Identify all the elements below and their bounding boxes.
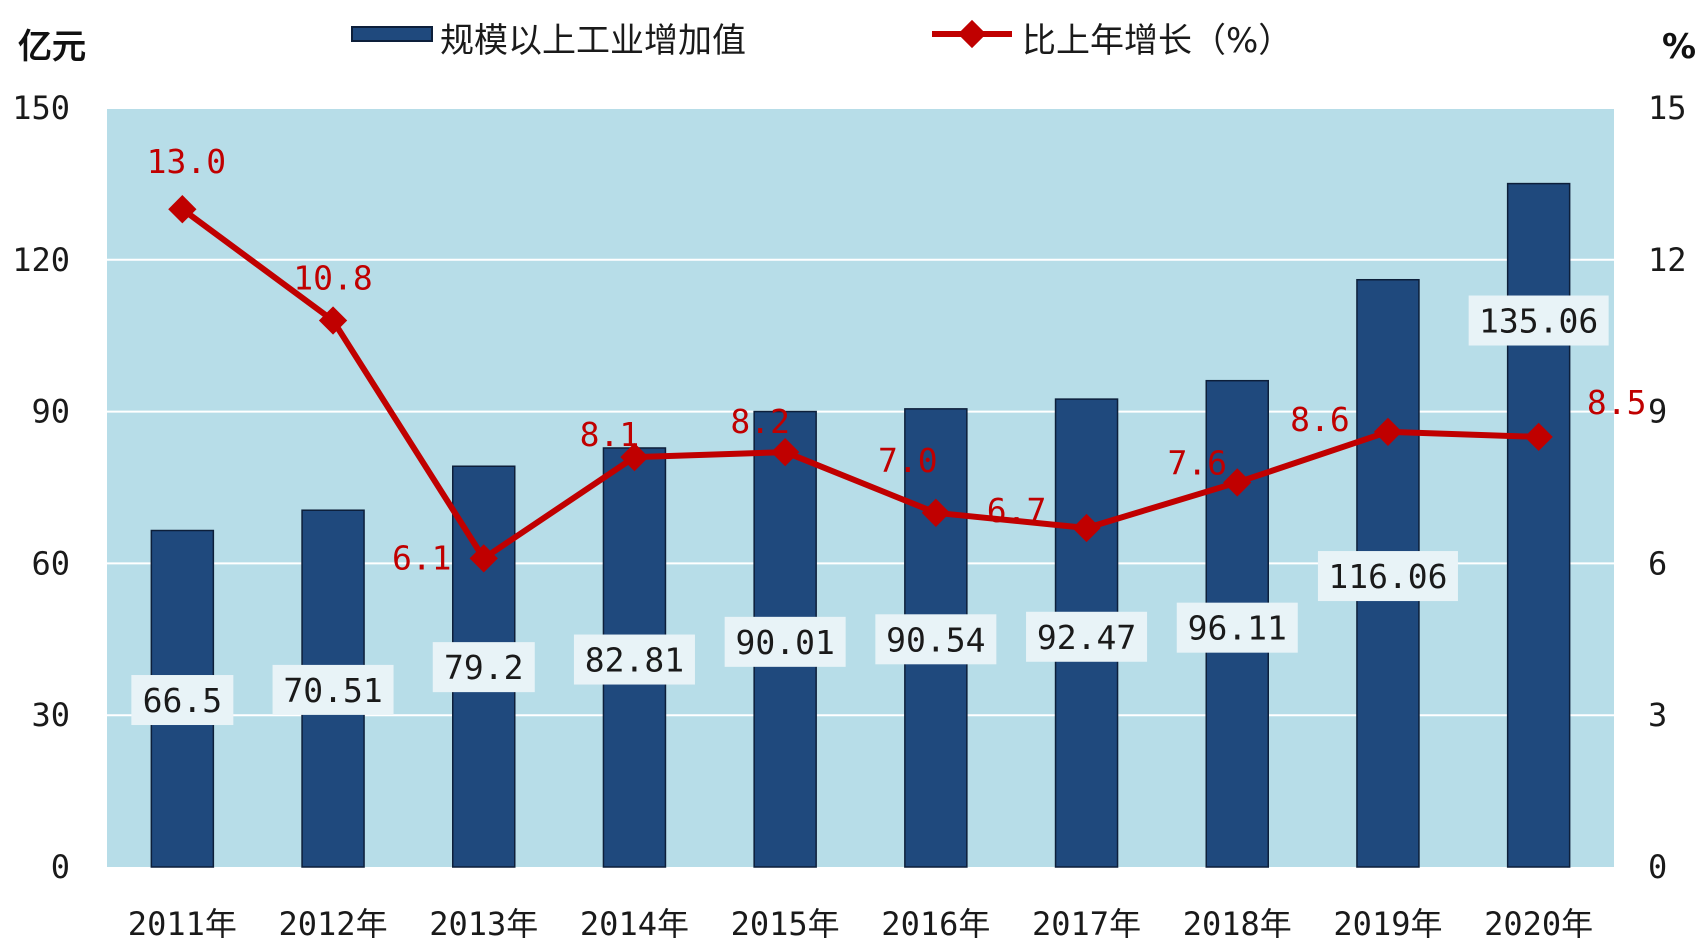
x-tick-label: 2017年 bbox=[1032, 905, 1141, 943]
legend-line-label: 比上年增长（%） bbox=[1022, 21, 1292, 61]
x-tick-label: 2015年 bbox=[731, 905, 840, 943]
bar-label-box bbox=[1026, 611, 1148, 662]
right-tick-label: 12 bbox=[1648, 241, 1687, 279]
bar-label-box bbox=[272, 664, 394, 715]
bar-data-label: 116.06 bbox=[1317, 551, 1458, 602]
left-axis-unit: 亿元 bbox=[18, 27, 86, 67]
left-tick-label: 60 bbox=[31, 544, 70, 582]
bar bbox=[1506, 182, 1571, 868]
bar-label-text: 90.54 bbox=[886, 620, 985, 659]
bar-data-label: 90.54 bbox=[875, 614, 997, 665]
x-tick-label: 2012年 bbox=[279, 905, 388, 943]
line-marker bbox=[1373, 417, 1403, 446]
x-tick-label: 2016年 bbox=[881, 905, 990, 943]
bar-label-box bbox=[724, 616, 846, 667]
bar-label-box bbox=[1468, 295, 1609, 346]
bar-data-label: 79.2 bbox=[432, 642, 535, 693]
left-tick-label: 150 bbox=[12, 89, 70, 127]
line-marker bbox=[1223, 468, 1252, 497]
line-data-label: 7.0 bbox=[878, 441, 938, 480]
line-data-labels: 13.0 10.8 6.1 8.1 8.2 7.0 6.7 7.6 8.6 8.5 bbox=[147, 142, 1647, 577]
bar-label-box bbox=[1317, 551, 1458, 602]
line-data-label: 13.0 bbox=[147, 142, 226, 181]
legend-bar-label: 规模以上工业增加值 bbox=[440, 21, 746, 61]
bar-data-label: 82.81 bbox=[573, 634, 695, 685]
x-tick-label: 2019年 bbox=[1333, 905, 1442, 943]
legend-line-marker bbox=[957, 19, 987, 49]
left-tick-label: 30 bbox=[31, 696, 70, 734]
line-data-label: 6.1 bbox=[392, 538, 452, 577]
line-marker bbox=[921, 498, 950, 527]
x-tick-label: 2011年 bbox=[128, 905, 237, 943]
left-axis-ticks: 0 30 60 90 120 150 bbox=[12, 89, 70, 886]
line-data-label: 10.8 bbox=[293, 259, 372, 298]
line-data-label: 8.5 bbox=[1587, 383, 1647, 422]
bar-label-box bbox=[432, 642, 535, 693]
line-marker bbox=[318, 306, 348, 335]
bar-label-text: 116.06 bbox=[1328, 557, 1447, 596]
x-tick-label: 2013年 bbox=[429, 905, 538, 943]
line-data-label: 6.7 bbox=[987, 491, 1047, 530]
bar-label-text: 66.5 bbox=[143, 681, 222, 720]
bar-data-label: 66.5 bbox=[131, 675, 234, 726]
right-tick-label: 0 bbox=[1648, 848, 1667, 886]
bar-label-text: 135.06 bbox=[1479, 302, 1598, 341]
line-marker bbox=[469, 544, 498, 573]
line-marker bbox=[1072, 513, 1101, 543]
bar-label-box bbox=[875, 614, 997, 665]
bar-label-text: 70.51 bbox=[283, 671, 382, 710]
bar-label-text: 96.11 bbox=[1188, 609, 1287, 648]
bar-data-label: 70.51 bbox=[272, 664, 394, 715]
right-axis-unit: % bbox=[1662, 27, 1696, 67]
legend: 规模以上工业增加值 比上年增长（%） bbox=[351, 19, 1292, 61]
bar-data-label: 92.47 bbox=[1026, 611, 1148, 662]
bar-label-text: 79.2 bbox=[444, 648, 523, 687]
right-tick-label: 3 bbox=[1648, 696, 1667, 734]
x-tick-label: 2014年 bbox=[580, 905, 689, 943]
legend-bar-swatch bbox=[351, 26, 433, 42]
right-axis-ticks: 0 3 6 9 12 15 bbox=[1648, 89, 1687, 886]
bar-label-box bbox=[1176, 602, 1298, 653]
line-marker bbox=[620, 442, 649, 472]
bar-label-box bbox=[573, 634, 695, 685]
line-path bbox=[180, 206, 1539, 562]
left-tick-label: 90 bbox=[31, 393, 70, 431]
line-data-label: 8.2 bbox=[730, 402, 790, 441]
line-data-label: 7.6 bbox=[1167, 443, 1227, 482]
x-tick-label: 2018年 bbox=[1183, 905, 1292, 943]
line-data-label: 8.1 bbox=[580, 415, 640, 454]
bar-label-text: 90.01 bbox=[735, 623, 834, 662]
bar-label-text: 92.47 bbox=[1037, 618, 1136, 657]
bar-data-label: 96.11 bbox=[1176, 602, 1298, 653]
right-tick-label: 9 bbox=[1648, 393, 1667, 431]
left-tick-label: 0 bbox=[51, 848, 70, 886]
right-tick-label: 15 bbox=[1648, 89, 1687, 127]
line-marker bbox=[771, 437, 800, 467]
bar-data-label: 135.06 bbox=[1468, 295, 1609, 346]
bar-data-label: 90.01 bbox=[724, 616, 846, 667]
bar-label-text: 82.81 bbox=[585, 641, 684, 680]
x-axis-ticks: 2011年 2012年 2013年 2014年 2015年 2016年 2017年 2018年… bbox=[128, 905, 1593, 943]
bar-label-box bbox=[131, 675, 234, 726]
line-marker bbox=[1524, 422, 1553, 452]
line-data-label: 8.6 bbox=[1290, 400, 1350, 439]
bar-data-labels: 66.5 70.51 79.2 82.81 90.01 90.54 92.47 96.11 11… bbox=[131, 295, 1609, 726]
x-tick-label: 2020年 bbox=[1484, 905, 1593, 943]
line-series bbox=[168, 195, 1553, 573]
left-tick-label: 120 bbox=[12, 241, 70, 279]
right-tick-label: 6 bbox=[1648, 544, 1667, 582]
